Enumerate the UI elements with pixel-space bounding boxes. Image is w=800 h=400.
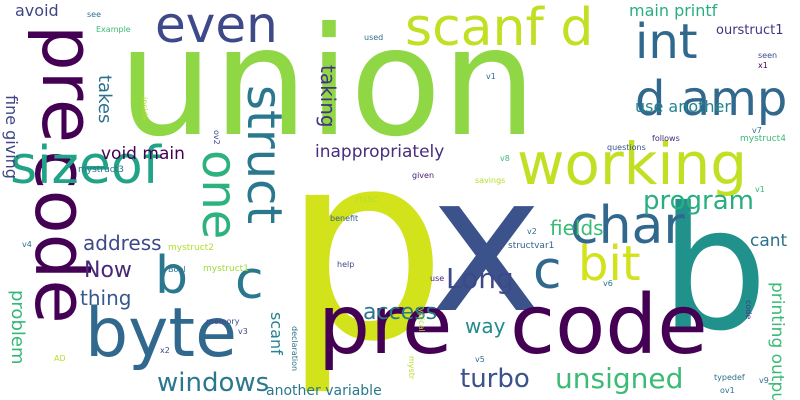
word-benefit-53: benefit [330, 214, 359, 223]
word-problem-33: problem [7, 290, 28, 365]
word-mystruct3-49: mystruct3 [78, 165, 124, 175]
word-mystruct1-47: mystruct1 [203, 264, 249, 274]
word-taking-42: taking [316, 65, 340, 128]
word-now-30: Now [84, 258, 132, 283]
word-int-15: int [635, 14, 698, 70]
word-takes-43: takes [94, 75, 115, 124]
word-mystr-71: mystr [407, 356, 416, 380]
word-v7-84: v7 [752, 126, 762, 135]
word-ourstruct1-46: ourstruct1 [716, 23, 784, 38]
word-another-variable-40: another variable [266, 383, 382, 399]
word-v1-77: v1 [486, 72, 496, 81]
word-way-28: way [465, 314, 506, 338]
word-byte-8: byte [85, 294, 237, 373]
word-typical-61: typical [417, 305, 426, 332]
word-inappropriately-35: inappropriately [315, 142, 445, 162]
word-v9-86: v9 [759, 376, 769, 385]
word-structvar1-51: structvar1 [508, 241, 555, 251]
word-address-32: address [83, 231, 162, 255]
word-fine-giving-44: fine giving [2, 95, 21, 179]
word-void-main-34: void main [101, 144, 185, 164]
word-code-7: code [510, 278, 708, 373]
word-v3-80: v3 [238, 327, 248, 336]
word-v8-85: v8 [500, 154, 510, 163]
word-inside-64: inside [140, 97, 149, 121]
word-main-printf-38: main printf [629, 1, 718, 20]
word-avoid-45: avoid [15, 1, 59, 20]
word-v4-81: v4 [22, 240, 32, 249]
word-cant-37: cant [750, 231, 788, 251]
word-code-4: code [19, 150, 103, 324]
word-windows-24: windows [157, 368, 270, 398]
word-v6-83: v6 [603, 279, 613, 288]
word-even-16: even [155, 0, 278, 54]
word-x1-75: x1 [758, 61, 768, 70]
word-used-65: used [364, 33, 384, 42]
word-v1-78: v1 [755, 185, 765, 194]
word-access-27: access [363, 300, 438, 325]
word-mystruct4-50: mystruct4 [740, 134, 786, 144]
word-ov1-73: ov1 [720, 386, 735, 395]
word-typedef-59: typedef [714, 373, 745, 382]
word-savings-56: savings [475, 176, 506, 185]
word-scanf-d-13: scanf d [405, 0, 594, 58]
word-memory-62: memory [206, 317, 240, 326]
word-thing-31: thing [80, 286, 132, 310]
word-printing-output-36: printing output [767, 282, 787, 400]
word-program-26: program [643, 186, 754, 216]
word-given-55: given [412, 171, 435, 180]
word-use-another-39: use another [635, 97, 731, 116]
word-unsigned-23: unsigned [555, 362, 684, 395]
word-p-1: p [282, 97, 448, 399]
word-mystruct2-48: mystruct2 [168, 243, 214, 253]
word-struct-11: struct [236, 85, 292, 225]
word-v2-79: v2 [527, 227, 537, 236]
word-c-18: c [235, 251, 264, 311]
word-scanf-41: scanf [267, 312, 286, 355]
word-fields-29: fields [550, 216, 604, 240]
word-pre-5: pre [26, 25, 110, 144]
word-ctxsc-52: ctxSC [355, 195, 378, 204]
word-use-72: use [430, 274, 445, 283]
word-turbo-25: turbo [460, 364, 530, 394]
word-see-67: see [87, 10, 102, 19]
word-pre-6: pre [318, 278, 453, 373]
word-char-12: char [570, 196, 685, 256]
word-bit-21: bit [578, 236, 641, 292]
word-questions-57: questions [607, 143, 646, 152]
word-ad-70: AD [54, 354, 66, 363]
word-seen-66: seen [758, 51, 778, 60]
word-c-20: c [533, 241, 562, 301]
word-long-22: Long [446, 262, 514, 295]
word-union-0: union [118, 0, 537, 170]
word-declaration-60: declaration [290, 326, 299, 372]
word-sizeof-10: sizeof [10, 136, 161, 196]
word-bool-69: Bool [168, 265, 186, 274]
word-example-63: Example [96, 25, 131, 34]
word-code-68: code [744, 300, 753, 320]
word-v5-82: v5 [475, 355, 485, 364]
word-b-3: b [660, 171, 768, 369]
word-x-2: x [430, 134, 543, 355]
word-working-9: working [517, 130, 748, 198]
word-x2-76: x2 [160, 346, 170, 355]
word-follows-58: follows [652, 134, 680, 143]
word-d-amp-14: d amp [635, 71, 788, 127]
word-ov2-74: ov2 [212, 130, 221, 145]
word-help-54: help [337, 260, 355, 269]
word-one-17: one [191, 150, 247, 240]
word-b-19: b [155, 246, 189, 306]
